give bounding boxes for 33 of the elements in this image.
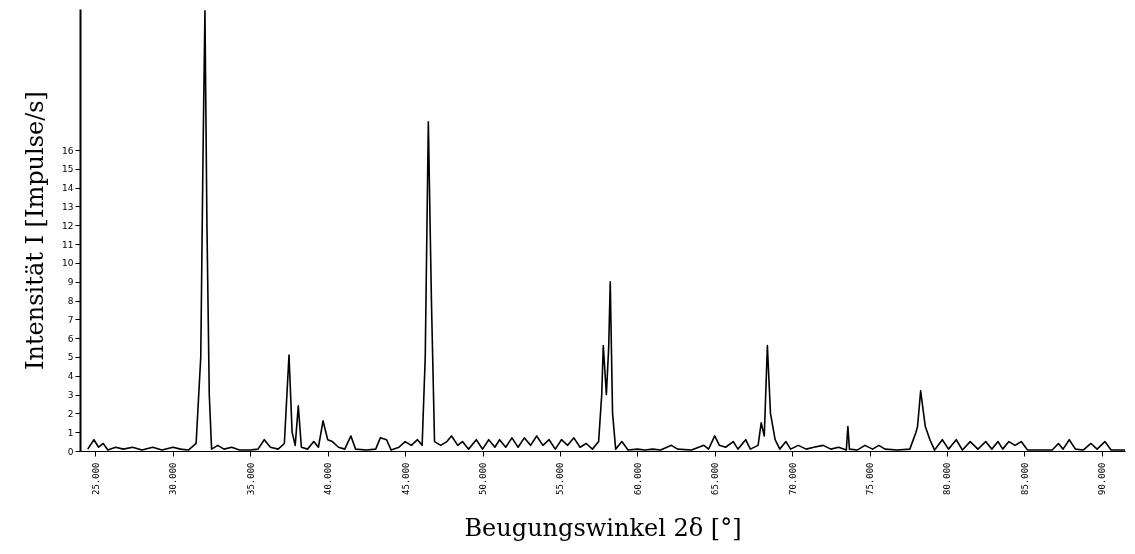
y-tick-label: 0 <box>67 446 74 457</box>
y-tick-label: 13 <box>62 201 74 212</box>
x-tick-label: 65.000 <box>710 462 721 496</box>
y-tick-label: 12 <box>62 220 74 231</box>
y-tick-label: 16 <box>62 145 74 156</box>
x-tick-label: 75.000 <box>865 462 876 496</box>
y-tick-label: 5 <box>67 352 74 363</box>
y-tick-label: 9 <box>67 277 74 288</box>
x-tick-label: 30.000 <box>168 462 179 496</box>
y-tick-label: 10 <box>62 258 74 269</box>
y-tick-label: 11 <box>62 239 74 250</box>
x-tick-label: 40.000 <box>323 462 334 496</box>
y-tick-label: 7 <box>67 314 74 325</box>
x-tick-label: 80.000 <box>942 462 953 496</box>
y-tick-label: 6 <box>67 333 74 344</box>
x-tick-label: 50.000 <box>478 462 489 496</box>
y-tick-label: 1 <box>67 427 74 438</box>
x-tick-label: 55.000 <box>555 462 566 496</box>
x-tick-label: 85.000 <box>1019 462 1030 496</box>
x-axis-title: Beugungswinkel 2δ [°] <box>464 514 742 543</box>
y-tick-label: 14 <box>62 183 74 194</box>
x-tick-label: 35.000 <box>245 462 256 496</box>
x-tick-label: 45.000 <box>400 462 411 496</box>
x-tick-label: 90.000 <box>1097 462 1108 496</box>
x-tick-label: 70.000 <box>787 462 798 496</box>
y-tick-label: 3 <box>67 390 74 401</box>
y-tick-label: 8 <box>67 296 74 307</box>
y-tick-label: 4 <box>67 371 74 382</box>
y-axis-title: Intensität I [Impulse/s] <box>21 91 50 370</box>
y-tick-label: 2 <box>67 408 74 419</box>
y-tick-label: 15 <box>62 164 74 175</box>
x-tick-label: 25.000 <box>90 462 101 496</box>
x-tick-label: 60.000 <box>632 462 643 496</box>
